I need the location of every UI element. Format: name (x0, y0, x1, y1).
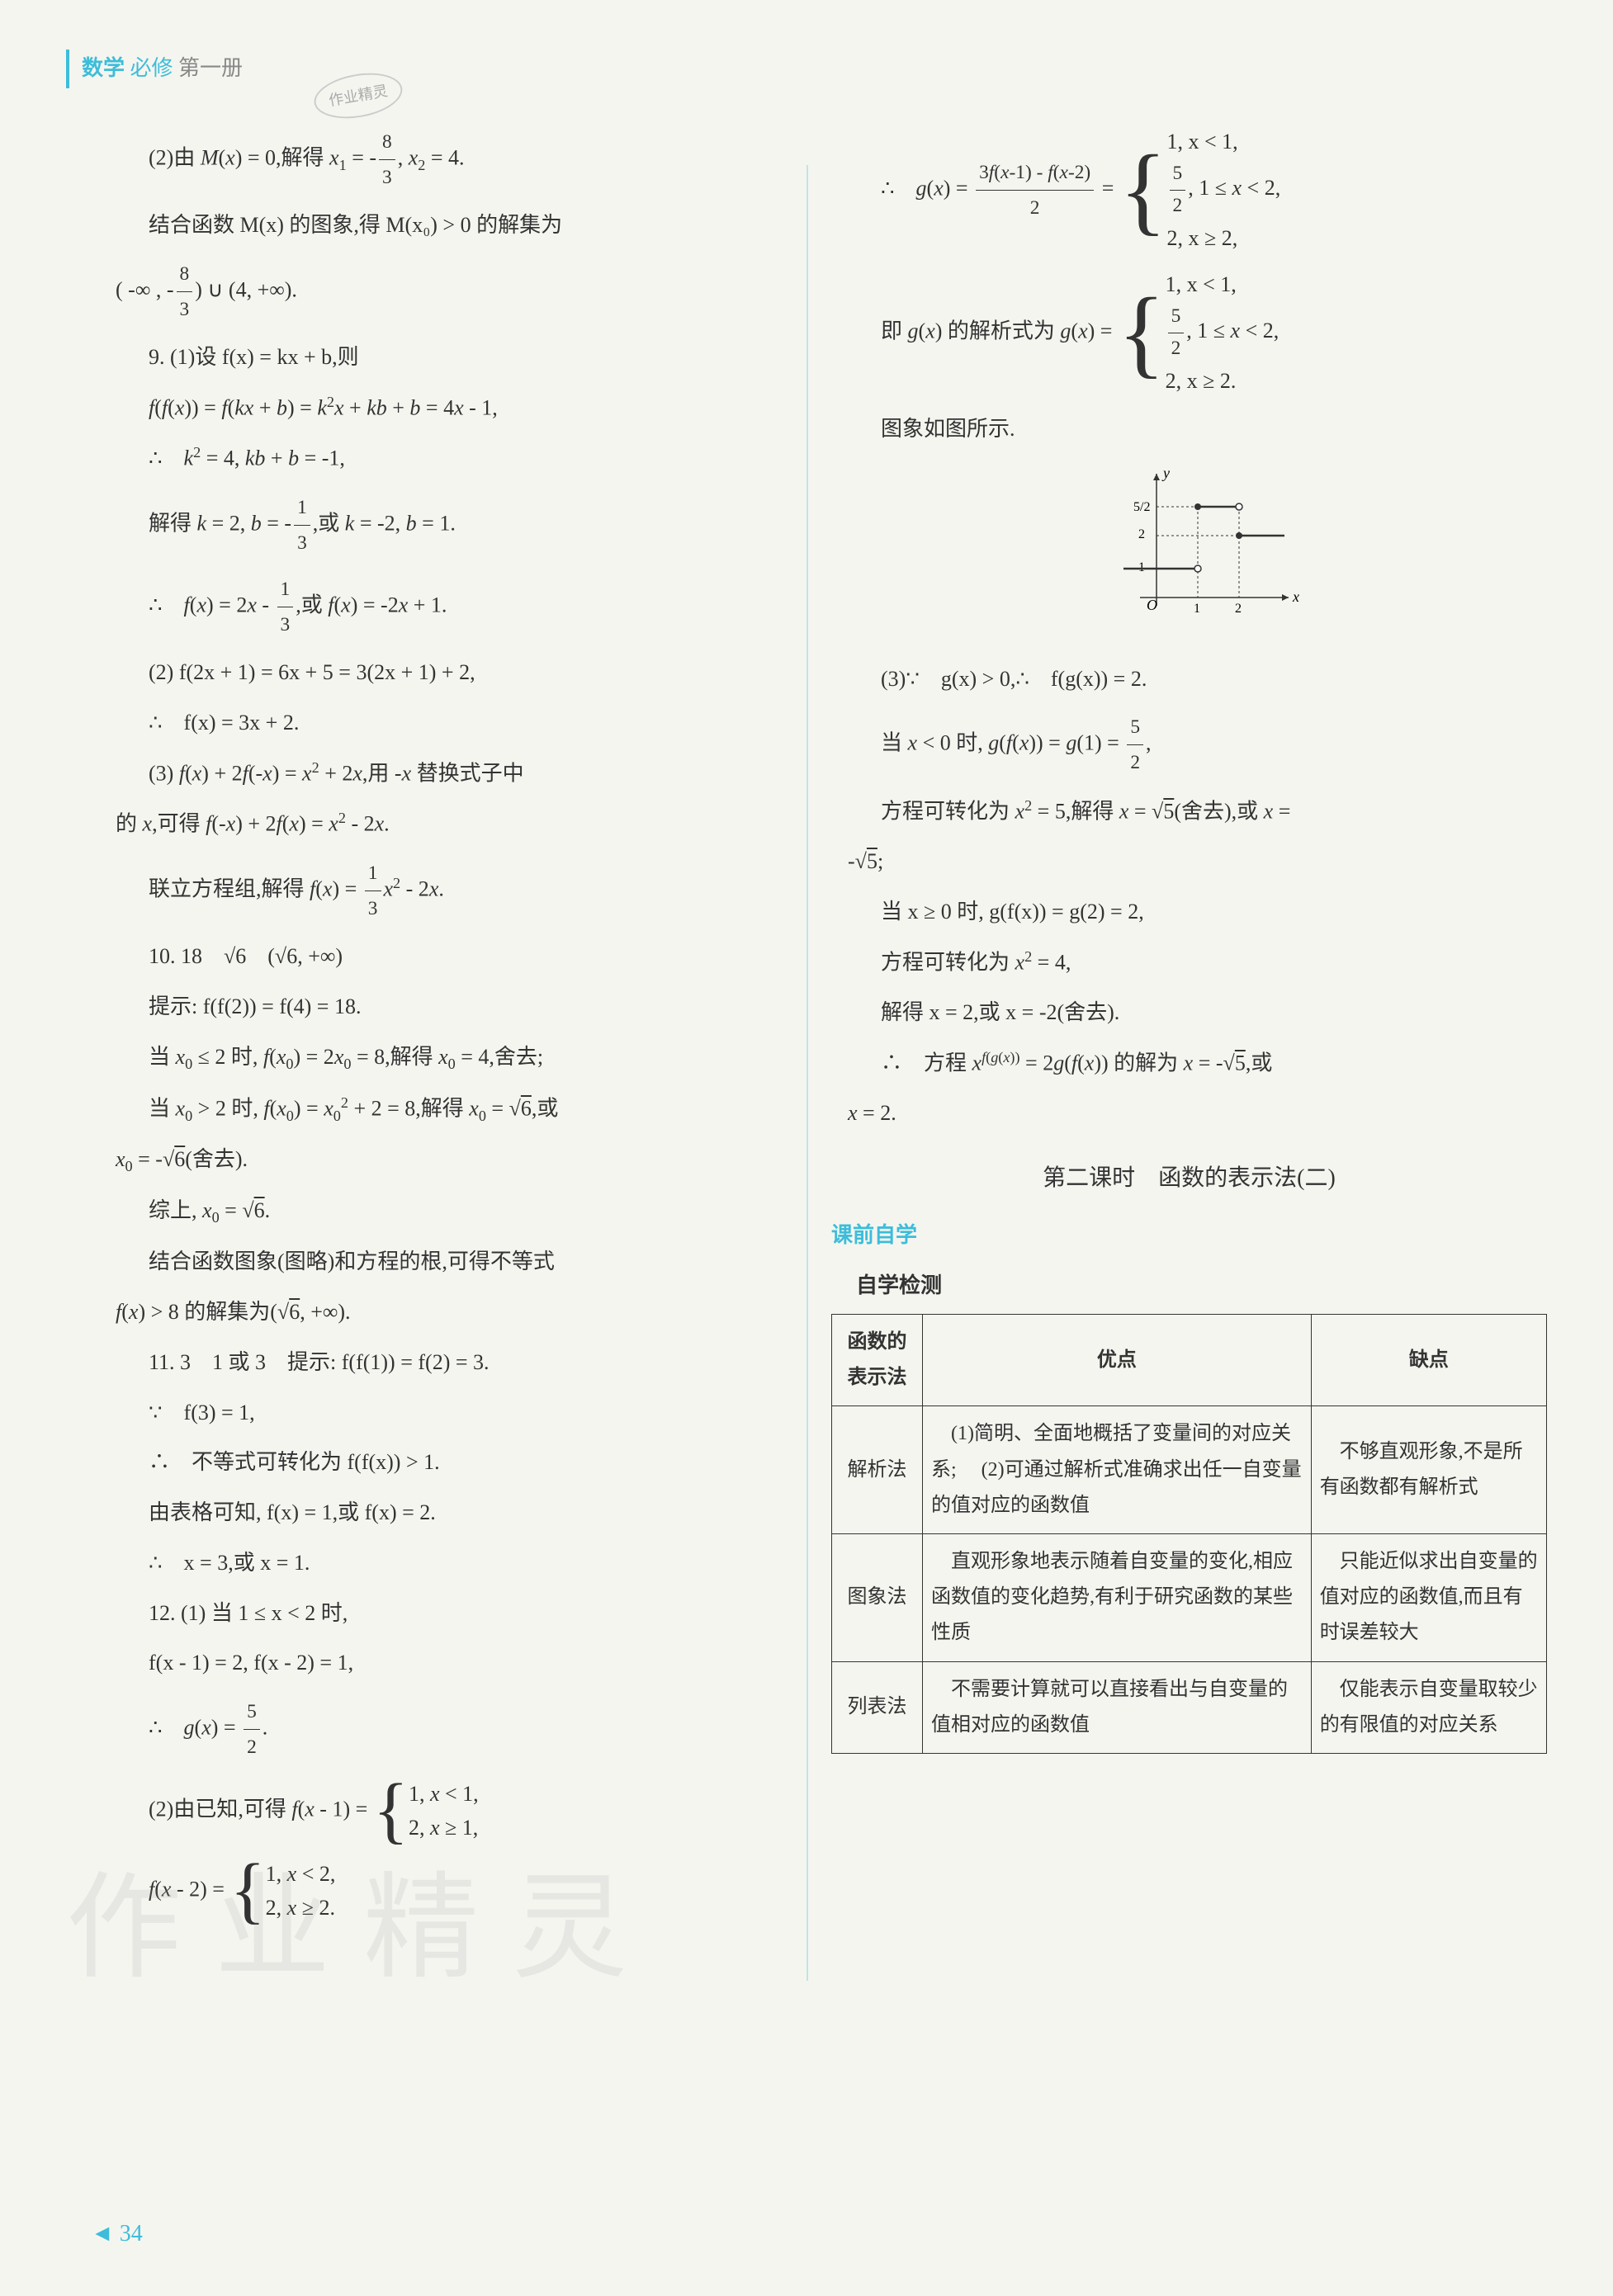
math-text: 10. 18 √6 (√6, +∞) (66, 938, 782, 976)
page-number: 34 (91, 2213, 143, 2255)
graph-caption: 图象如图所示. (831, 410, 1547, 449)
svg-text:1: 1 (1138, 560, 1145, 574)
svg-text:O: O (1147, 597, 1157, 613)
header-volume: 第一册 (178, 56, 243, 80)
math-text: 当 x < 0 时, g(f(x)) = g(1) = 52, (831, 710, 1547, 780)
math-text: (3)∵ g(x) > 0,∴ f(g(x)) = 2. (831, 660, 1547, 699)
table-cell: (1)简明、全面地概括了变量间的对应关系; (2)可通过解析式准确求出任一自变量… (923, 1406, 1312, 1534)
math-text: ∴ 方程 xf(g(x)) = 2g(f(x)) 的解为 x = -√5,或 (831, 1044, 1547, 1083)
svg-text:2: 2 (1138, 527, 1145, 541)
svg-text:5/2: 5/2 (1133, 500, 1150, 514)
math-text: 联立方程组,解得 f(x) = 13x2 - 2x. (66, 856, 782, 926)
math-text: ∴ f(x) = 2x - 13,或 f(x) = -2x + 1. (66, 572, 782, 642)
step-function-graph: O x y 1 2 5/2 1 2 (831, 465, 1547, 644)
table-cell: 列表法 (832, 1661, 923, 1753)
table-cell: 图象法 (832, 1534, 923, 1662)
math-text: 方程可转化为 x2 = 4, (831, 943, 1547, 982)
math-text: (2)由已知,可得 f(x - 1) = {1, x < 1,2, x ≥ 1, (66, 1777, 782, 1845)
math-text: 综上, x0 = √6. (66, 1192, 782, 1231)
math-text: -√5; (831, 843, 1547, 881)
section-title: 第二课时 函数的表示法(二) (831, 1158, 1547, 1199)
math-text: 结合函数图象(图略)和方程的根,可得不等式 (66, 1243, 782, 1282)
math-text: 由表格可知, f(x) = 1,或 f(x) = 2. (66, 1494, 782, 1533)
table-header: 优点 (923, 1315, 1312, 1406)
subheading-self-test: 自学检测 (856, 1267, 1547, 1306)
math-text: 当 x ≥ 0 时, g(f(x)) = g(2) = 2, (831, 893, 1547, 932)
math-text: 11. 3 1 或 3 提示: f(f(1)) = f(2) = 3. (66, 1344, 782, 1382)
math-text: 解得 k = 2, b = -13,或 k = -2, b = 1. (66, 490, 782, 560)
table-header: 缺点 (1311, 1315, 1546, 1406)
table-cell: 仅能表示自变量取较少的有限值的对应关系 (1311, 1661, 1546, 1753)
math-text: f(x) > 8 的解集为(√6, +∞). (66, 1293, 782, 1332)
math-text: ∴ 不等式可转化为 f(f(x)) > 1. (66, 1443, 782, 1482)
table-row: 图象法 直观形象地表示随着自变量的变化,相应函数值的变化趋势,有利于研究函数的某… (832, 1534, 1547, 1662)
subheading-preview: 课前自学 (831, 1217, 1547, 1255)
header-subject: 数学 (82, 56, 125, 80)
math-text: ∴ g(x) = 52. (66, 1694, 782, 1765)
left-column: (2)由 M(x) = 0,解得 x1 = -83, x2 = 4. 结合函数 … (66, 113, 782, 1937)
svg-text:1: 1 (1194, 602, 1200, 616)
math-text: f(x - 2) = {1, x < 2,2, x ≥ 2. (66, 1857, 782, 1925)
case-line: 52, 1 ≤ x < 2, (1167, 158, 1281, 221)
table-cell: 直观形象地表示随着自变量的变化,相应函数值的变化趋势,有利于研究函数的某些性质 (923, 1534, 1312, 1662)
math-text: ∴ x = 3,或 x = 1. (66, 1544, 782, 1583)
page-header: 数学 必修 第一册 (66, 50, 1547, 88)
math-text: ∵ f(3) = 1, (66, 1394, 782, 1433)
right-column: ∴ g(x) = 3f(x-1) - f(x-2)2 = {1, x < 1,5… (831, 113, 1547, 1937)
math-text: 即 g(x) 的解析式为 g(x) = {1, x < 1,52, 1 ≤ x … (831, 267, 1547, 399)
math-text: 当 x0 > 2 时, f(x0) = x02 + 2 = 8,解得 x0 = … (66, 1089, 782, 1130)
math-text: (2)由 M(x) = 0,解得 x1 = -83, x2 = 4. (66, 125, 782, 195)
case-line: 1, x < 1, (1167, 125, 1281, 159)
header-required: 必修 (130, 56, 173, 80)
svg-text:y: y (1161, 465, 1170, 481)
svg-text:x: x (1292, 588, 1299, 605)
math-text: ∴ k2 = 4, kb + b = -1, (66, 439, 782, 478)
table-cell: 不够直观形象,不是所有函数都有解析式 (1311, 1406, 1546, 1534)
table-cell: 解析法 (832, 1406, 923, 1534)
math-text: ( -∞ , -83) ∪ (4, +∞). (66, 257, 782, 327)
svg-text:2: 2 (1235, 602, 1242, 616)
case-line: 2, x ≥ 2. (1166, 364, 1280, 399)
table-header: 函数的表示法 (832, 1315, 923, 1406)
table-row: 解析法 (1)简明、全面地概括了变量间的对应关系; (2)可通过解析式准确求出任… (832, 1406, 1547, 1534)
math-text: 解得 x = 2,或 x = -2(舍去). (831, 994, 1547, 1032)
math-text: (2) f(2x + 1) = 6x + 5 = 3(2x + 1) + 2, (66, 654, 782, 692)
math-text: 9. (1)设 f(x) = kx + b,则 (66, 338, 782, 377)
math-text: 当 x0 ≤ 2 时, f(x0) = 2x0 = 8,解得 x0 = 4,舍去… (66, 1038, 782, 1078)
table-row: 列表法 不需要计算就可以直接看出与自变量的值相对应的函数值 仅能表示自变量取较少… (832, 1661, 1547, 1753)
case-line: 1, x < 1, (1166, 267, 1280, 302)
math-text: x = 2. (831, 1094, 1547, 1133)
case-line: 52, 1 ≤ x < 2, (1166, 301, 1280, 364)
math-text: 的 x,可得 f(-x) + 2f(x) = x2 - 2x. (66, 805, 782, 843)
math-text: ∴ g(x) = 3f(x-1) - f(x-2)2 = {1, x < 1,5… (831, 125, 1547, 256)
math-text: 结合函数 M(x) 的图象,得 M(x₀) > 0 的解集为 (66, 206, 782, 245)
math-text: f(x - 1) = 2, f(x - 2) = 1, (66, 1644, 782, 1683)
math-text: x0 = -√6(舍去). (66, 1141, 782, 1180)
math-text: (3) f(x) + 2f(-x) = x2 + 2x,用 -x 替换式子中 (66, 754, 782, 793)
representation-table: 函数的表示法 优点 缺点 解析法 (1)简明、全面地概括了变量间的对应关系; (… (831, 1314, 1547, 1754)
math-text: ∴ f(x) = 3x + 2. (66, 704, 782, 743)
case-line: 2, x ≥ 2, (1167, 221, 1281, 256)
math-text: 提示: f(f(2)) = f(4) = 18. (66, 988, 782, 1027)
math-text: 方程可转化为 x2 = 5,解得 x = √5(舍去),或 x = (831, 792, 1547, 831)
table-cell: 只能近似求出自变量的值对应的函数值,而且有时误差较大 (1311, 1534, 1546, 1662)
math-text: f(f(x)) = f(kx + b) = k2x + kb + b = 4x … (66, 389, 782, 428)
math-text: 12. (1) 当 1 ≤ x < 2 时, (66, 1594, 782, 1633)
table-cell: 不需要计算就可以直接看出与自变量的值相对应的函数值 (923, 1661, 1312, 1753)
column-divider (806, 165, 808, 1981)
